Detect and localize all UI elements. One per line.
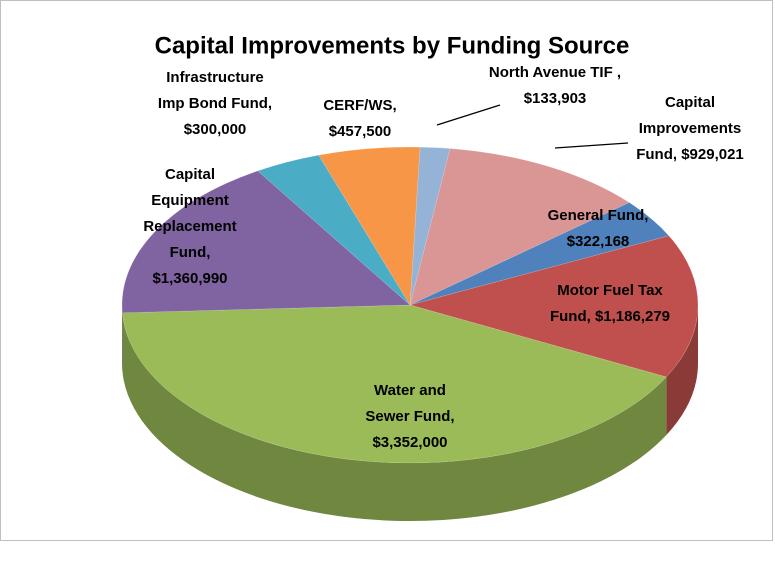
category-label: General Fund, [547,207,649,224]
category-label: Motor Fuel Tax Fund, [549,282,663,325]
label-box: Capital Equipment Replacement Fund, $1,3… [134,162,246,292]
label-box: North Avenue TIF , $133,903 [480,60,630,112]
category-label: North Avenue TIF , [488,64,622,81]
slice [409,202,670,306]
label-box: Motor Fuel Tax Fund, $1,186,279 [545,278,675,330]
chart-title: Capital Improvements by Funding Source [155,32,630,59]
value-label: $1,360,990 [152,270,228,287]
value-label: $300,000 [183,121,247,138]
value-label: $322,168 [566,233,630,250]
data-label: CERF/WS, $457,500 [305,93,415,145]
category-label: Infrastructure Imp Bond Fund, [157,69,273,112]
label-box: CERF/WS, $457,500 [305,93,415,145]
slice [318,146,421,306]
label-box: Capital Improvements Fund, $929,021 [620,90,760,168]
slice [122,304,667,464]
slice [409,148,630,306]
value-label: $457,500 [328,123,392,140]
label-box: Water and Sewer Fund, $3,352,000 [350,378,470,456]
label-box: Infrastructure Imp Bond Fund, $300,000 [152,65,278,143]
slice-side [122,312,667,521]
data-label: Water and Sewer Fund, $3,352,000 [350,378,470,456]
slice [409,146,451,306]
leader-line [436,104,501,126]
value-label: $3,352,000 [372,434,448,451]
value-label: $1,186,279 [594,308,671,325]
slice [257,154,411,306]
slice [121,170,411,314]
data-label: Capital Improvements Fund, $929,021 [620,90,760,168]
slice [409,235,699,378]
data-label: North Avenue TIF , $133,903 [480,60,630,112]
leader-line [554,142,629,149]
value-label: $929,021 [681,146,744,163]
category-label: CERF/WS, [323,97,397,114]
value-label: $133,903 [523,90,587,107]
data-label: Motor Fuel Tax Fund, $1,186,279 [545,278,675,330]
data-label: Capital Equipment Replacement Fund, $1,3… [134,162,246,292]
slice-side [666,305,698,435]
category-label: Water and Sewer Fund, [365,382,455,425]
category-label: Capital Equipment Replacement Fund, [143,166,237,261]
category-label: Capital Improvements Fund, [636,94,742,163]
label-box: General Fund, $322,168 [528,203,668,255]
data-label: General Fund, $322,168 [528,203,668,255]
data-label: Infrastructure Imp Bond Fund, $300,000 [152,65,278,143]
